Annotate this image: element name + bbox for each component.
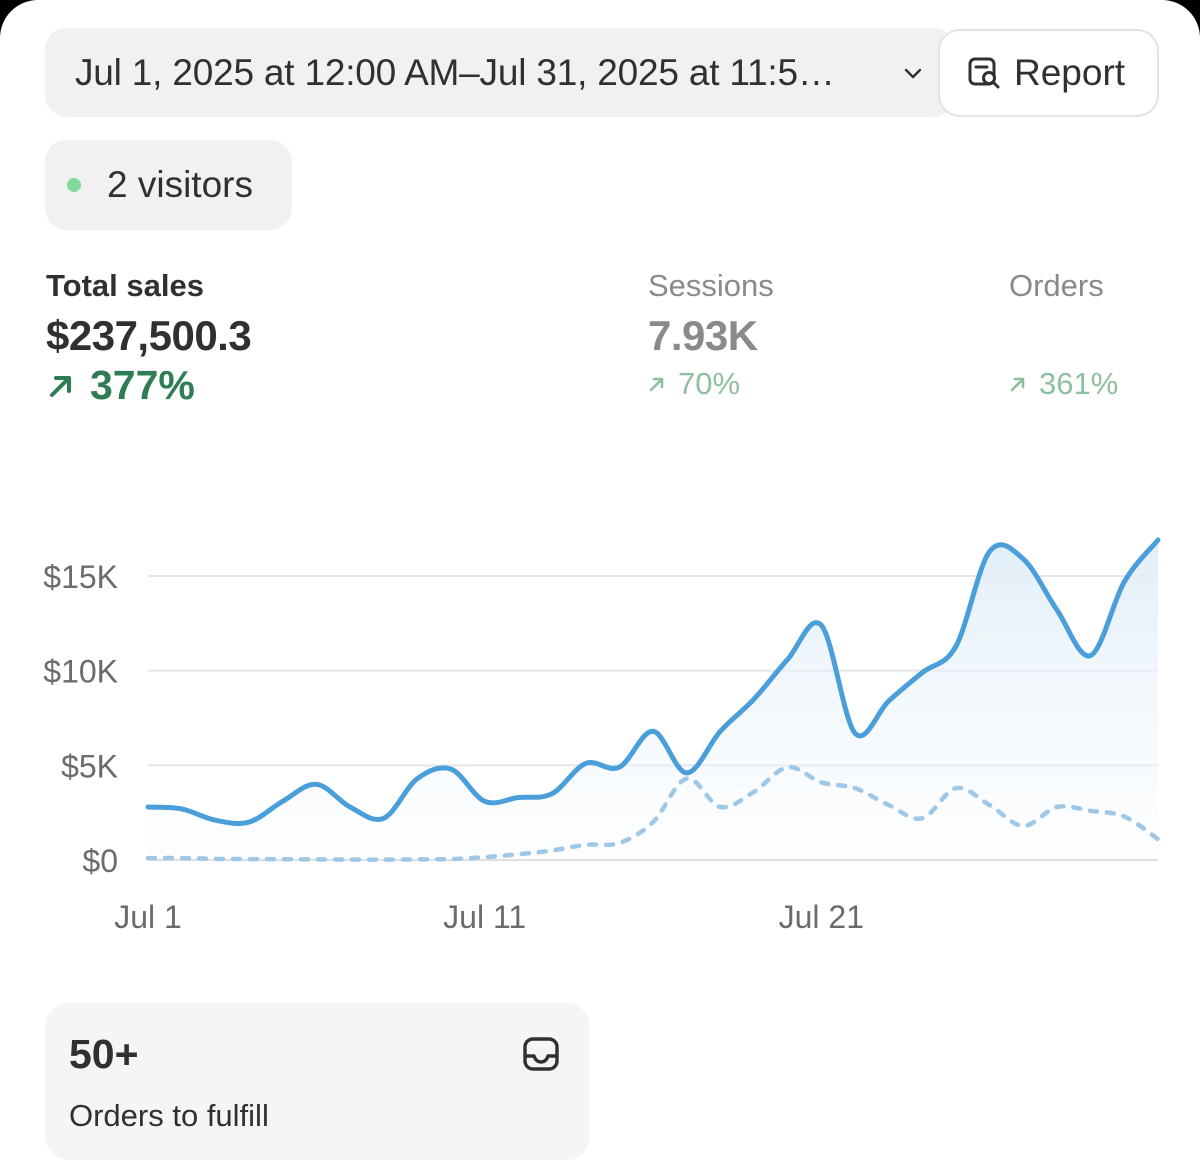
metric-value: $237,500.3	[46, 312, 252, 359]
y-tick-label: $10K	[43, 654, 118, 690]
chevron-down-icon	[904, 68, 922, 79]
metric-label: Total sales	[46, 268, 204, 303]
orders-to-fulfill-label: Orders to fulfill	[69, 1098, 269, 1133]
visitors-label: 2 visitors	[107, 164, 253, 205]
metric-change-value: 361%	[1039, 366, 1119, 401]
metric-change-value: 70%	[678, 366, 741, 401]
arrow-up-right-icon	[50, 375, 71, 397]
metric-label: Sessions	[648, 268, 774, 303]
y-tick-label: $0	[82, 843, 118, 879]
metric-label: Orders	[1009, 268, 1104, 303]
y-tick-label: $5K	[61, 748, 118, 784]
orders-to-fulfill-value: 50+	[69, 1031, 139, 1077]
x-tick-label: Jul 11	[443, 899, 526, 935]
series-line-current	[145, 537, 1161, 826]
orders-to-fulfill-card[interactable]: 50+ Orders to fulfill	[45, 1003, 590, 1160]
metric-value: 7.93K	[648, 312, 758, 359]
date-range-selector[interactable]: Jul 1, 2025 at 12:00 AM–Jul 31, 2025 at …	[45, 28, 955, 117]
series-line-comparison	[145, 764, 1161, 862]
live-status-dot	[67, 178, 81, 192]
metric-orders[interactable]: Orders 361%	[1009, 268, 1118, 402]
live-visitors-badge[interactable]: 2 visitors	[45, 140, 292, 230]
metric-sessions[interactable]: Sessions 7.93K 70%	[648, 268, 774, 402]
x-tick-label: Jul 21	[779, 899, 864, 935]
report-button[interactable]: Report	[938, 29, 1159, 117]
arrow-up-right-icon	[1010, 377, 1025, 392]
arrow-up-right-icon	[649, 377, 664, 392]
metric-change: 70%	[648, 366, 774, 402]
metric-change: 361%	[1009, 366, 1118, 402]
x-tick-label: Jul 1	[114, 899, 182, 935]
metric-total-sales[interactable]: Total sales $237,500.3 377%	[46, 268, 252, 409]
sales-line-chart[interactable]: $15K $10K $5K $0 Jul 1 Jul 11 Jul 21	[0, 520, 1200, 950]
date-range-label: Jul 1, 2025 at 12:00 AM–Jul 31, 2025 at …	[75, 51, 835, 93]
metric-change-value: 377%	[90, 362, 195, 408]
metric-value	[1009, 312, 1118, 360]
inbox-icon	[523, 1037, 559, 1071]
report-label: Report	[1014, 52, 1126, 93]
series-area-fill	[148, 540, 1158, 860]
report-search-icon	[968, 57, 1000, 89]
metric-change: 377%	[46, 362, 251, 409]
y-tick-label: $15K	[43, 559, 118, 595]
